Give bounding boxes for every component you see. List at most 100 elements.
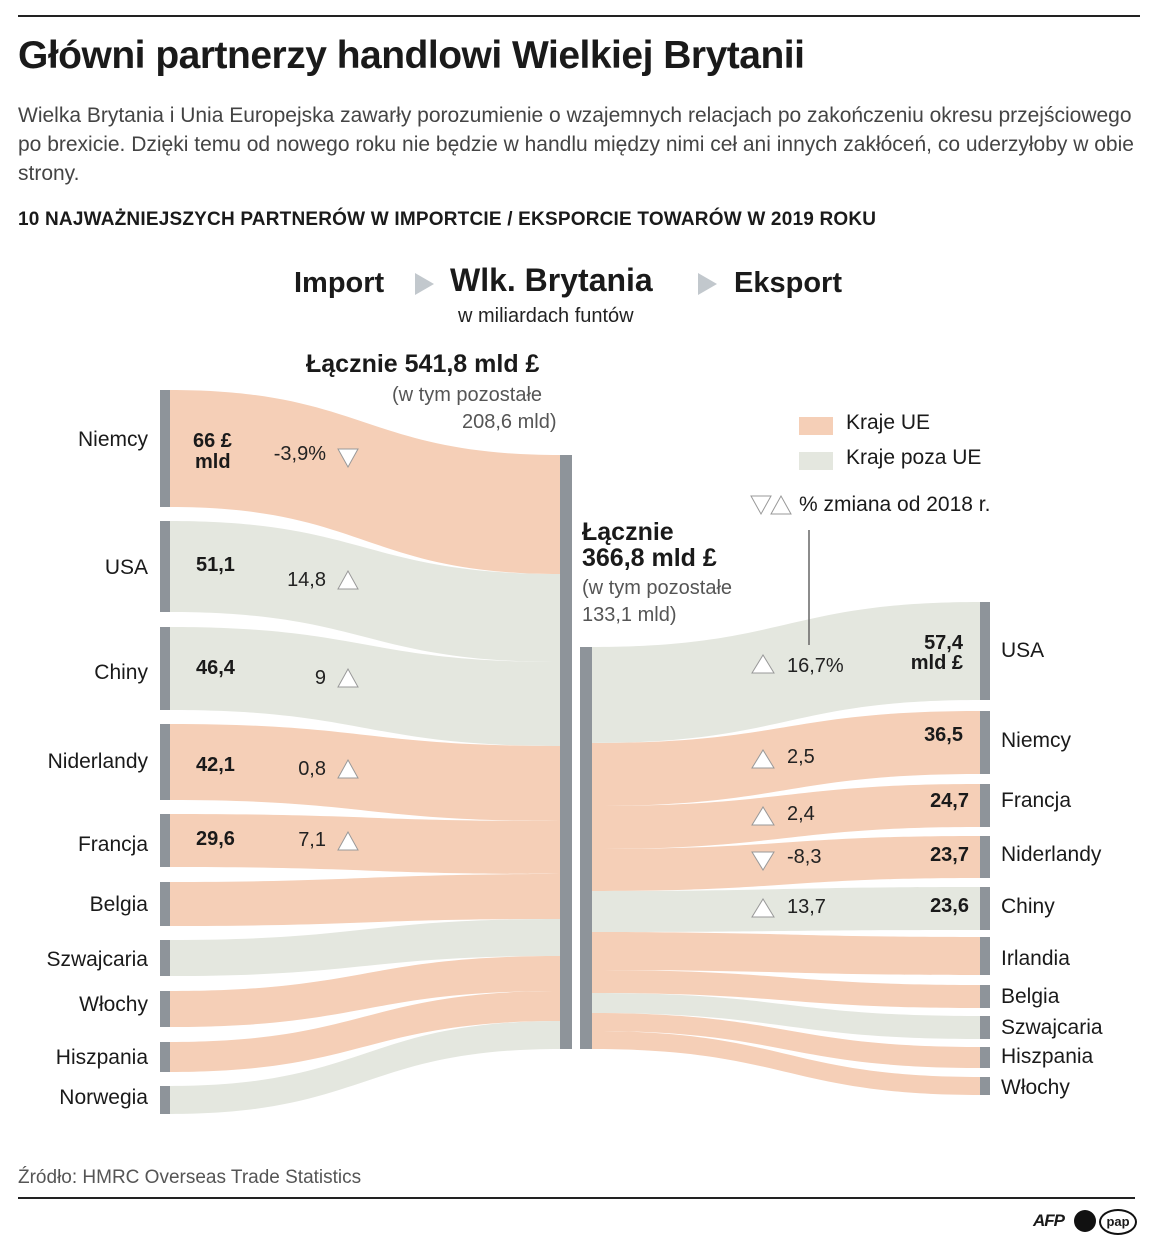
export-label-irlandia: Irlandia: [1001, 947, 1070, 970]
node-import-hiszpania: [160, 1042, 170, 1072]
flow-export-wlochy: [592, 1031, 980, 1095]
export-value-chiny: 23,6: [930, 895, 969, 917]
import-change-usa: 14,8: [287, 569, 326, 591]
export-heading: Eksport: [734, 267, 842, 299]
node-import-niderlandy: [160, 724, 170, 800]
node-export-belgia: [980, 985, 990, 1008]
flow-import-hiszpania: [170, 991, 560, 1072]
flow-export-chiny: [592, 887, 980, 932]
source-note: Źródło: HMRC Overseas Trade Statistics: [18, 1167, 362, 1188]
node-import-belgia: [160, 882, 170, 926]
top-rule: [18, 15, 1140, 17]
triangle-right-icon: [698, 273, 717, 295]
import-value-niemcy-unit: mld: [195, 451, 231, 473]
triangle-up-icon: [751, 654, 775, 674]
import-label-chiny: Chiny: [94, 661, 148, 684]
triangle-right-icon: [415, 273, 434, 295]
export-value-usa-unit: mld £: [910, 652, 963, 674]
legend-swatch-non-eu: [799, 452, 833, 470]
export-value-niderlandy: 23,7: [930, 844, 969, 866]
legend-triangle-up-icon: [770, 494, 792, 515]
center-nodes: [560, 455, 592, 1049]
node-uk-import: [560, 455, 572, 1049]
export-nodes: [980, 602, 990, 1095]
flow-import-wlochy: [170, 956, 560, 1027]
node-import-niemcy: [160, 390, 170, 507]
import-label-norwegia: Norwegia: [59, 1086, 148, 1109]
import-label-hiszpania: Hiszpania: [55, 1046, 148, 1069]
triangle-up-icon: [337, 830, 359, 851]
flow-export-hiszpania: [592, 1013, 980, 1068]
flow-import-szwajcaria: [170, 919, 560, 976]
import-nodes: [160, 390, 170, 1114]
import-label-wlochy: Włochy: [79, 993, 148, 1016]
node-export-francja: [980, 784, 990, 827]
node-export-niderlandy: [980, 836, 990, 878]
export-label-szwajcaria: Szwajcaria: [1001, 1016, 1103, 1039]
flow-import-usa: [170, 521, 560, 662]
node-export-wlochy: [980, 1077, 990, 1095]
flow-import-niderlandy: [170, 724, 560, 821]
change-icons: [337, 448, 792, 918]
import-change-niemcy: -3,9%: [273, 443, 326, 465]
node-export-szwajcaria: [980, 1016, 990, 1039]
export-change-usa: 16,7%: [787, 655, 844, 677]
triangle-up-icon: [337, 569, 359, 590]
flow-export-francja: [592, 784, 980, 849]
export-value-usa: 57,4: [924, 632, 963, 654]
center-heading: Wlk. Brytania: [450, 262, 653, 298]
flow-import-chiny: [170, 627, 560, 746]
afp-logo: AFP: [1033, 1211, 1065, 1230]
import-value-niderlandy: 42,1: [196, 754, 235, 776]
flow-export-szwajcaria: [592, 993, 980, 1039]
import-total-note-2: 208,6 mld): [462, 411, 557, 433]
legend-swatch-eu: [799, 417, 833, 435]
import-change-chiny: 9: [314, 667, 326, 689]
export-value-niemcy: 36,5: [924, 724, 963, 746]
node-import-francja: [160, 814, 170, 867]
bottom-rule: [18, 1197, 1135, 1199]
node-import-usa: [160, 521, 170, 612]
flow-import-niemcy: [170, 390, 560, 574]
export-label-belgia: Belgia: [1001, 985, 1060, 1008]
export-label-niderlandy: Niderlandy: [1001, 843, 1102, 866]
export-change-niderlandy: -8,3: [787, 846, 822, 868]
export-total-1: Łącznie: [582, 518, 674, 546]
export-label-hiszpania: Hiszpania: [1001, 1045, 1094, 1068]
import-value-usa: 51,1: [196, 554, 235, 576]
legend-triangle-down-icon: [750, 495, 772, 516]
triangle-up-icon: [751, 749, 775, 769]
import-label-belgia: Belgia: [89, 893, 148, 916]
import-change-niderlandy: 0,8: [298, 758, 326, 780]
flow-export-irlandia: [592, 932, 980, 975]
export-total-note-1: (w tym pozostałe: [582, 577, 733, 599]
export-change-chiny: 13,7: [787, 896, 826, 918]
node-export-usa: [980, 602, 990, 700]
legend-non-eu: Kraje poza UE: [846, 446, 982, 469]
import-label-niderlandy: Niderlandy: [47, 750, 148, 773]
import-total: Łącznie 541,8 mld £: [306, 350, 540, 378]
node-import-wlochy: [160, 991, 170, 1027]
legend-change: % zmiana od 2018 r.: [799, 493, 991, 516]
triangle-up-icon: [751, 898, 775, 918]
triangle-down-icon: [337, 448, 359, 469]
lead-paragraph: Wielka Brytania i Unia Europejska zawarł…: [18, 104, 1134, 185]
export-label-usa: USA: [1001, 639, 1045, 662]
triangle-down-icon: [751, 851, 775, 871]
export-flows: [592, 602, 980, 1095]
flow-import-belgia: [170, 874, 560, 926]
triangle-up-icon: [337, 758, 359, 779]
unit-label: w miliardach funtów: [458, 305, 634, 327]
node-import-szwajcaria: [160, 940, 170, 976]
node-uk-export: [580, 647, 592, 1049]
triangle-up-icon: [751, 806, 775, 826]
afp-logo-dot: [1074, 1210, 1096, 1232]
import-total-note-1: (w tym pozostałe: [392, 384, 543, 406]
export-label-wlochy: Włochy: [1001, 1076, 1070, 1099]
import-label-niemcy: Niemcy: [77, 428, 148, 451]
import-label-francja: Francja: [77, 833, 148, 856]
flow-import-francja: [170, 814, 560, 874]
export-total-note-2: 133,1 mld): [582, 604, 677, 626]
flow-export-niemcy: [592, 711, 980, 806]
